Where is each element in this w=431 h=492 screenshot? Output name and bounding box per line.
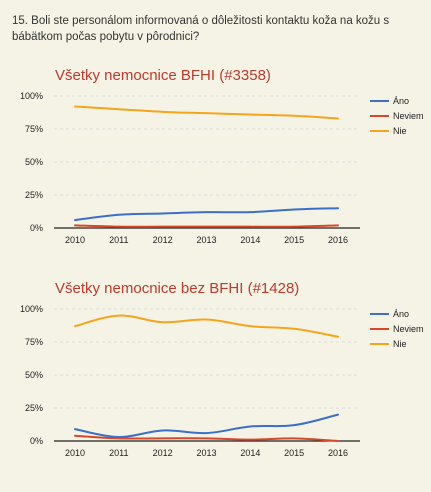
- legend-label: Neviem: [393, 324, 424, 334]
- legend-label: Nie: [393, 339, 407, 349]
- y-tick-label: 50%: [25, 157, 43, 167]
- x-tick-label: 2013: [196, 235, 216, 245]
- x-tick-label: 2012: [153, 448, 173, 458]
- x-tick-label: 2014: [240, 448, 260, 458]
- y-tick-label: 50%: [25, 370, 43, 380]
- chart-title: Všetky nemocnice bez BFHI (#1428): [55, 280, 299, 297]
- x-tick-label: 2010: [65, 448, 85, 458]
- x-tick-label: 2015: [284, 235, 304, 245]
- x-tick-label: 2015: [284, 448, 304, 458]
- legend-label: Neviem: [393, 111, 424, 121]
- x-tick-label: 2013: [196, 448, 216, 458]
- legend-label: Nie: [393, 126, 407, 136]
- chart-title: Všetky nemocnice BFHI (#3358): [55, 67, 271, 84]
- legend-label: Áno: [393, 309, 409, 319]
- series-line-1: [74, 413, 339, 439]
- chart-non-bfhi: Všetky nemocnice bez BFHI (#1428) 100% 75%…: [20, 280, 424, 458]
- series-line-1: [74, 207, 339, 222]
- x-tick-label: 2012: [153, 235, 173, 245]
- y-tick-label: 75%: [25, 124, 43, 134]
- question-text: 15. Boli ste personálom informovaná o dô…: [12, 15, 390, 43]
- y-tick-label: 25%: [25, 403, 43, 413]
- x-tick-label: 2016: [328, 235, 348, 245]
- series-line-3: [74, 105, 339, 120]
- y-tick-label: 100%: [20, 304, 43, 314]
- series-line-3: [74, 314, 339, 338]
- y-tick-label: 100%: [20, 91, 43, 101]
- x-tick-label: 2011: [109, 235, 128, 245]
- x-tick-label: 2016: [328, 448, 348, 458]
- y-tick-label: 0%: [30, 436, 43, 446]
- x-tick-label: 2011: [109, 448, 128, 458]
- x-tick-label: 2014: [240, 235, 260, 245]
- legend-label: Áno: [393, 96, 409, 106]
- y-tick-label: 75%: [25, 337, 43, 347]
- chart-bfhi: Všetky nemocnice BFHI (#3358) 100% 75% 50% 2…: [20, 67, 424, 245]
- series-line-2: [74, 224, 339, 228]
- y-tick-label: 0%: [30, 223, 43, 233]
- series-line-2: [74, 434, 339, 442]
- y-tick-label: 25%: [25, 190, 43, 200]
- x-tick-label: 2010: [65, 235, 85, 245]
